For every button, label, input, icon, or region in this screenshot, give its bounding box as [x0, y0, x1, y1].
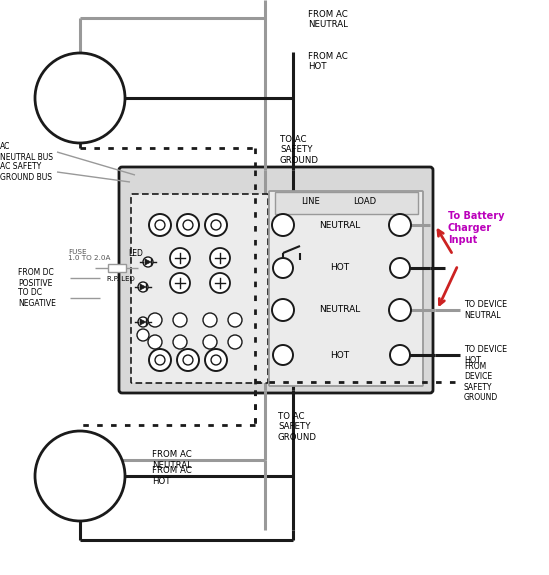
Text: SOURCE: SOURCE — [53, 470, 107, 482]
Circle shape — [170, 273, 190, 293]
Circle shape — [272, 214, 294, 236]
Circle shape — [177, 214, 199, 236]
Circle shape — [389, 299, 411, 321]
Circle shape — [183, 220, 193, 230]
Circle shape — [148, 313, 162, 327]
Circle shape — [272, 299, 294, 321]
Text: AC
NEUTRAL BUS: AC NEUTRAL BUS — [0, 142, 53, 162]
Text: FROM DC
POSITIVE: FROM DC POSITIVE — [18, 269, 54, 288]
Text: 2: 2 — [75, 483, 85, 497]
FancyBboxPatch shape — [269, 191, 423, 386]
Text: AC: AC — [71, 455, 89, 469]
Text: HOT: HOT — [330, 351, 350, 359]
Circle shape — [155, 355, 165, 365]
Circle shape — [173, 335, 187, 349]
Polygon shape — [140, 319, 146, 325]
Text: LED: LED — [128, 250, 143, 259]
FancyBboxPatch shape — [131, 194, 268, 383]
Circle shape — [273, 345, 293, 365]
Text: FUSE
1.0 TO 2.0A: FUSE 1.0 TO 2.0A — [68, 248, 110, 262]
Circle shape — [35, 53, 125, 143]
Circle shape — [173, 313, 187, 327]
Circle shape — [390, 345, 410, 365]
Circle shape — [273, 258, 293, 278]
Text: SOURCE: SOURCE — [53, 91, 107, 105]
Text: AC SAFETY
GROUND BUS: AC SAFETY GROUND BUS — [0, 162, 52, 182]
Text: 1: 1 — [75, 105, 85, 119]
Circle shape — [210, 248, 230, 268]
Text: LOAD: LOAD — [354, 197, 377, 206]
Text: FROM AC
NEUTRAL: FROM AC NEUTRAL — [152, 450, 192, 470]
Circle shape — [203, 313, 217, 327]
Text: R.P. LED: R.P. LED — [107, 276, 135, 282]
Circle shape — [170, 248, 190, 268]
Circle shape — [138, 282, 148, 292]
Text: TO DEVICE
NEUTRAL: TO DEVICE NEUTRAL — [464, 300, 507, 320]
Text: NEUTRAL: NEUTRAL — [320, 305, 361, 315]
Circle shape — [138, 317, 148, 327]
Bar — [275, 192, 418, 214]
Text: TO AC
SAFETY
GROUND: TO AC SAFETY GROUND — [278, 412, 317, 442]
Circle shape — [211, 220, 221, 230]
Text: FROM
DEVICE
SAFETY
GROUND: FROM DEVICE SAFETY GROUND — [464, 362, 498, 402]
Text: AC: AC — [71, 78, 89, 90]
Text: FROM AC
NEUTRAL: FROM AC NEUTRAL — [308, 10, 348, 29]
Text: TO AC
SAFETY
GROUND: TO AC SAFETY GROUND — [280, 135, 319, 165]
Text: FROM AC
HOT: FROM AC HOT — [308, 52, 348, 71]
Circle shape — [35, 431, 125, 521]
Circle shape — [137, 329, 149, 341]
Text: To Battery
Charger
Input: To Battery Charger Input — [448, 212, 505, 244]
Text: LINE: LINE — [301, 197, 320, 206]
Circle shape — [148, 335, 162, 349]
Circle shape — [183, 355, 193, 365]
Circle shape — [211, 355, 221, 365]
Text: TO DEVICE
HOT: TO DEVICE HOT — [464, 346, 507, 365]
Circle shape — [203, 335, 217, 349]
Circle shape — [177, 349, 199, 371]
Circle shape — [143, 257, 153, 267]
Text: NEUTRAL: NEUTRAL — [320, 220, 361, 229]
Text: HOT: HOT — [330, 263, 350, 273]
Circle shape — [389, 214, 411, 236]
FancyBboxPatch shape — [119, 167, 433, 393]
Polygon shape — [145, 259, 151, 265]
Bar — [108, 264, 126, 272]
Circle shape — [155, 220, 165, 230]
Text: FROM AC
HOT: FROM AC HOT — [152, 466, 192, 486]
Circle shape — [205, 214, 227, 236]
Circle shape — [390, 258, 410, 278]
Circle shape — [228, 313, 242, 327]
Circle shape — [205, 349, 227, 371]
Circle shape — [149, 349, 171, 371]
Polygon shape — [140, 284, 146, 290]
Text: TO DC
NEGATIVE: TO DC NEGATIVE — [18, 288, 56, 308]
Circle shape — [210, 273, 230, 293]
Circle shape — [149, 214, 171, 236]
Circle shape — [228, 335, 242, 349]
